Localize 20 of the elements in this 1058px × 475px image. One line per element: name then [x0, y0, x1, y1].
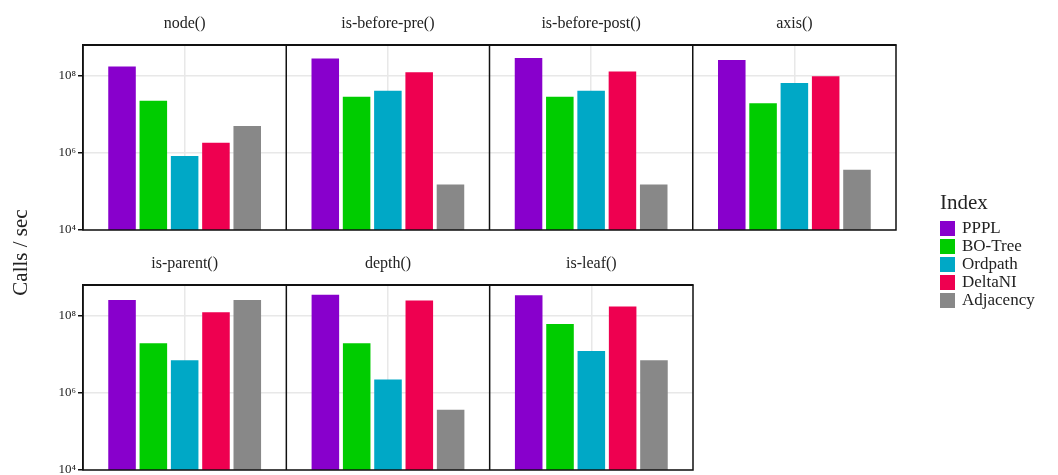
- y-axis-title: Calls / sec: [7, 208, 33, 298]
- x-tick-label: depth(): [364, 253, 412, 272]
- legend-label: PPPL: [962, 218, 1001, 238]
- x-tick-label: axis(): [776, 13, 813, 32]
- legend-label: Ordpath: [962, 254, 1018, 274]
- y-tick-label: 10⁶: [58, 384, 76, 400]
- legend-label: Adjacency: [962, 290, 1035, 310]
- y-tick-label: 10⁸: [58, 66, 77, 82]
- x-tick-label: is-leaf(): [566, 253, 617, 272]
- x-tick-label: node(): [163, 13, 206, 32]
- legend-label: DeltaNI: [962, 272, 1017, 292]
- x-tick-label: is-before-post(): [541, 13, 641, 32]
- y-tick-label: 10⁴: [58, 461, 77, 475]
- y-tick-label: 10⁴: [58, 221, 77, 237]
- x-tick-label: is-before-pre(): [341, 13, 435, 32]
- legend-title: Index: [940, 190, 989, 215]
- y-tick-label: 10⁸: [58, 306, 77, 322]
- y-tick-label: 10⁶: [58, 144, 76, 160]
- legend-label: BO-Tree: [962, 236, 1022, 256]
- x-tick-label: is-parent(): [151, 253, 218, 272]
